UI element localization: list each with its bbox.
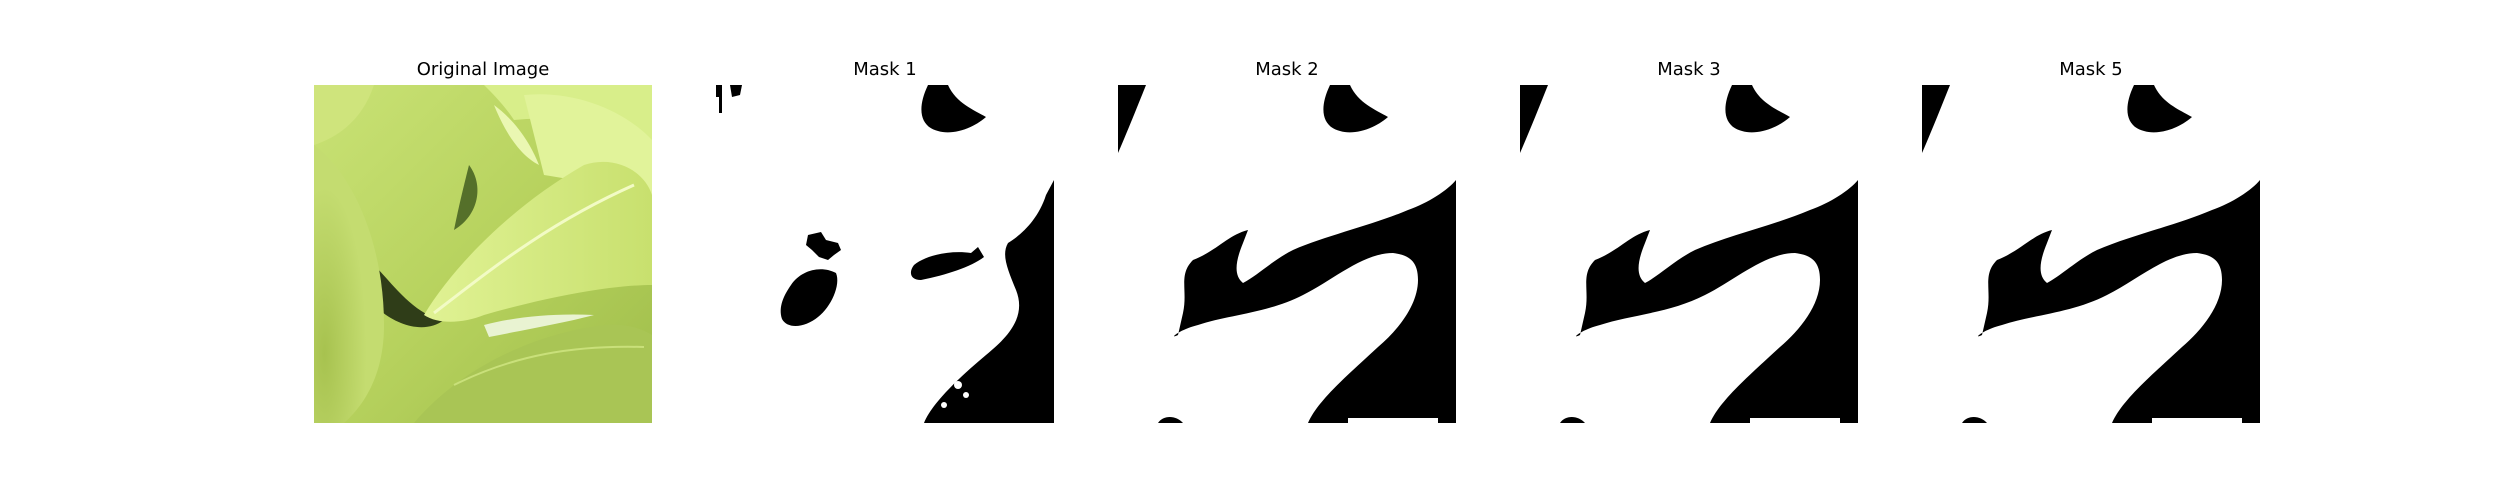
original-image — [314, 85, 652, 423]
mask-image — [1118, 85, 1456, 423]
panel-title: Mask 5 — [2059, 59, 2123, 80]
mask-image — [716, 85, 1054, 423]
mask-image — [1922, 85, 2260, 423]
panel-title: Mask 2 — [1255, 59, 1319, 80]
mask-3-shape — [1520, 85, 1858, 423]
panel-title: Original Image — [416, 59, 550, 80]
mask-1-shape — [716, 85, 1054, 423]
mask-image — [1520, 85, 1858, 423]
leaf-photo — [314, 85, 652, 423]
mask-5-shape — [1922, 85, 2260, 423]
mask-2-shape — [1118, 85, 1456, 423]
panel-title: Mask 3 — [1657, 59, 1721, 80]
panel-title: Mask 1 — [853, 59, 917, 80]
